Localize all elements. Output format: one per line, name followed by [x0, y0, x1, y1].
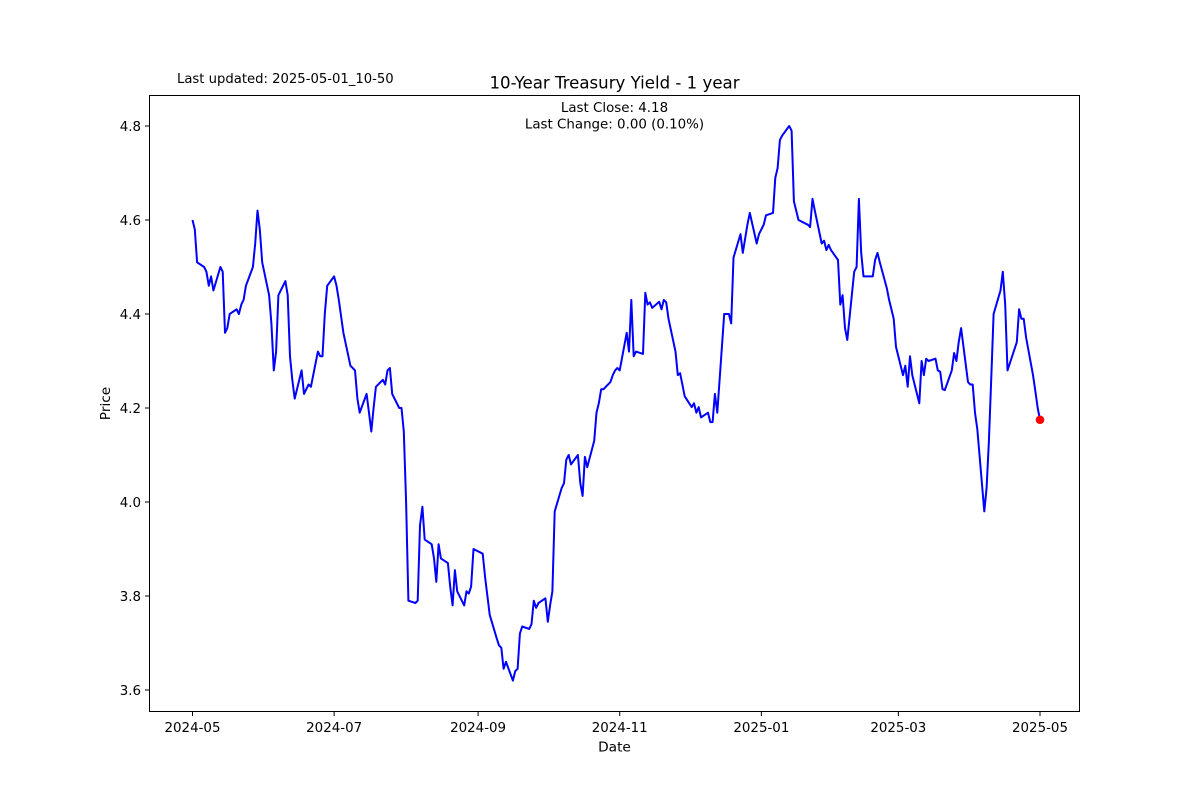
last-change-annotation: Last Change: 0.00 (0.10%) — [525, 118, 704, 133]
y-tick-label: 4.4 — [120, 308, 141, 323]
last-point-marker — [1035, 415, 1045, 425]
plot-area — [191, 125, 1045, 682]
y-tick-label: 4.6 — [120, 214, 141, 229]
yield-line-series — [191, 125, 1041, 682]
x-tick-label: 2025-03 — [870, 721, 926, 736]
chart-title: 10-Year Treasury Yield - 1 year — [489, 74, 739, 93]
axes-frame — [149, 95, 1080, 712]
y-tick-label: 3.8 — [120, 590, 141, 605]
x-tick-label: 2024-11 — [592, 721, 648, 736]
x-tick-label: 2025-05 — [1012, 721, 1068, 736]
y-axis-label: Price — [98, 387, 114, 420]
y-axis-ticks: 3.6 3.8 4.0 4.2 4.4 4.6 4.8 — [120, 120, 150, 699]
y-tick-label: 4.2 — [120, 402, 141, 417]
last-close-annotation: Last Close: 4.18 — [561, 101, 668, 116]
y-tick-label: 4.0 — [120, 496, 141, 511]
x-axis-ticks: 2024-05 2024-07 2024-09 2024-11 2025-01 2025-… — [165, 711, 1068, 736]
x-tick-label: 2024-05 — [165, 721, 221, 736]
y-tick-label: 4.8 — [120, 120, 141, 135]
x-tick-label: 2024-07 — [306, 721, 362, 736]
x-axis-label: Date — [598, 740, 631, 756]
x-tick-label: 2024-09 — [450, 721, 506, 736]
last-updated-label: Last updated: 2025-05-01_10-50 — [177, 72, 394, 87]
x-tick-label: 2025-01 — [733, 721, 789, 736]
y-tick-label: 3.6 — [120, 684, 141, 699]
